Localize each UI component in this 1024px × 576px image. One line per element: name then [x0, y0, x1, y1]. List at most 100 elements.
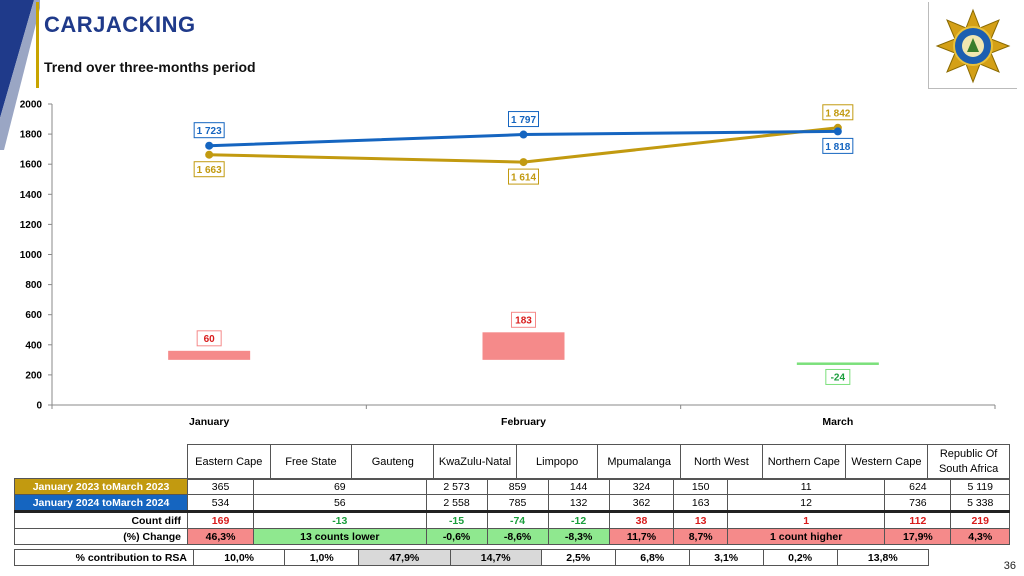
- table-cell: 12: [726, 494, 886, 512]
- table-cell: 2 558: [425, 494, 488, 512]
- y-tick-label: 1000: [20, 250, 43, 261]
- difference-bar: [168, 350, 251, 360]
- table-cell: 4,3%: [950, 528, 1010, 545]
- table-cell: 2,5%: [540, 549, 616, 566]
- data-label: 1 663: [197, 165, 222, 176]
- table-cell: 736: [884, 494, 952, 512]
- row-label: (%) Change: [14, 528, 188, 545]
- table-cell: 324: [608, 478, 675, 495]
- table-row: January 2023 toMarch 2023 365 69 2 573 8…: [14, 478, 1010, 495]
- x-tick-label: January: [189, 416, 229, 428]
- table-cell: 624: [884, 478, 952, 495]
- table-cell: 5 119: [950, 478, 1010, 495]
- data-label: 1 614: [511, 173, 536, 184]
- column-header: Free State: [269, 444, 353, 480]
- table-cell: 13,8%: [836, 549, 930, 566]
- table-cell: -0,6%: [425, 528, 488, 545]
- column-header: Limpopo: [515, 444, 599, 480]
- row-label: January 2024 toMarch 2024: [14, 494, 188, 512]
- y-tick-label: 1600: [20, 160, 43, 171]
- line-chart: 0 200 400 600 800 1000 1200 1400 1600 1800 2000 Jan…: [20, 100, 996, 428]
- table-cell: 11: [726, 478, 886, 495]
- table-cell: -8,6%: [486, 528, 549, 545]
- data-label-box: [508, 168, 539, 185]
- difference-label: 60: [204, 334, 216, 345]
- column-header: Republic Of South Africa: [927, 444, 1010, 480]
- column-header: Western Cape: [844, 444, 929, 480]
- table-cell: 8,7%: [673, 528, 728, 545]
- difference-label: -24: [831, 372, 846, 383]
- data-label: 1 723: [197, 126, 222, 137]
- table-cell: 219: [950, 511, 1010, 529]
- saps-star-badge-icon: [935, 8, 1011, 84]
- data-label-box: [822, 104, 854, 121]
- row-label: Count diff: [14, 511, 188, 529]
- row-label: % contribution to RSA: [14, 549, 194, 566]
- table-cell: 47,9%: [358, 549, 451, 566]
- table-cell: 112: [884, 511, 952, 529]
- y-tick-label: 1400: [20, 190, 43, 201]
- table-cell: 132: [547, 494, 610, 512]
- table-cell: 3,1%: [688, 549, 764, 566]
- y-tick-label: 1800: [20, 130, 43, 141]
- table-row: January 2024 toMarch 2024 534 56 2 558 7…: [14, 494, 1010, 512]
- table-cell: 56: [253, 494, 427, 512]
- y-tick-label: 400: [25, 340, 42, 351]
- table-cell: -74: [486, 511, 549, 529]
- data-point: [205, 141, 214, 150]
- page-title: CARJACKING: [44, 12, 196, 37]
- column-header: Gauteng: [351, 444, 435, 480]
- y-tick-label: 800: [25, 280, 42, 291]
- table-cell: 13: [673, 511, 728, 529]
- data-point: [833, 127, 842, 136]
- table-cell: 11,7%: [608, 528, 675, 545]
- table-cell: 362: [608, 494, 675, 512]
- table-cell: -13: [253, 511, 427, 529]
- table-cell: 144: [547, 478, 610, 495]
- y-tick-label: 0: [36, 401, 42, 412]
- table-cell: 69: [253, 478, 427, 495]
- data-label-box: [822, 137, 854, 154]
- table-cell: 169: [186, 511, 255, 529]
- statistics-table: January 2023 toMarch 2023 365 69 2 573 8…: [14, 478, 1010, 545]
- data-label-box: [508, 111, 539, 128]
- data-point: [205, 150, 214, 159]
- table-cell: 5 338: [950, 494, 1010, 512]
- table-cell: 17,9%: [884, 528, 952, 545]
- table-cell: -12: [547, 511, 610, 529]
- difference-label-box: [825, 368, 851, 385]
- y-tick-label: 200: [25, 370, 42, 381]
- title-accent-line: [36, 2, 39, 88]
- data-label-box: [193, 161, 225, 178]
- difference-label: 183: [515, 315, 532, 326]
- data-label: 1 818: [825, 142, 850, 153]
- table-cell: -8,3%: [547, 528, 610, 545]
- table-cell: 38: [608, 511, 675, 529]
- row-label: January 2023 toMarch 2023: [14, 478, 188, 495]
- table-cell: 2 573: [425, 478, 488, 495]
- table-cell: 1,0%: [284, 549, 360, 566]
- table-cell: 13 counts lower: [253, 528, 427, 545]
- table-cell: 1: [726, 511, 886, 529]
- difference-label-box: [196, 330, 222, 347]
- table-cell: 14,7%: [449, 549, 542, 566]
- y-tick-label: 2000: [20, 100, 43, 111]
- data-label: 1 797: [511, 115, 536, 126]
- column-header: Northern Cape: [761, 444, 846, 480]
- data-label-box: [193, 122, 225, 139]
- table-cell: 859: [486, 478, 549, 495]
- data-point: [519, 130, 528, 139]
- table-row: % contribution to RSA 10,0% 1,0% 47,9% 1…: [14, 549, 930, 566]
- table-cell: 534: [186, 494, 255, 512]
- page-number: 36: [1003, 560, 1016, 572]
- column-header: Mpumalanga: [597, 444, 681, 480]
- table-cell: 163: [673, 494, 728, 512]
- table-row: (%) Change 46,3% 13 counts lower -0,6% -…: [14, 528, 1010, 545]
- table-cell: 150: [673, 478, 728, 495]
- page-subtitle: Trend over three-months period: [44, 59, 256, 75]
- province-header-table: Eastern Cape Free State Gauteng KwaZulu-…: [187, 444, 1010, 480]
- column-header: Eastern Cape: [187, 444, 271, 480]
- difference-bar: [796, 362, 879, 365]
- x-tick-label: February: [501, 416, 546, 428]
- table-cell: 1 count higher: [726, 528, 886, 545]
